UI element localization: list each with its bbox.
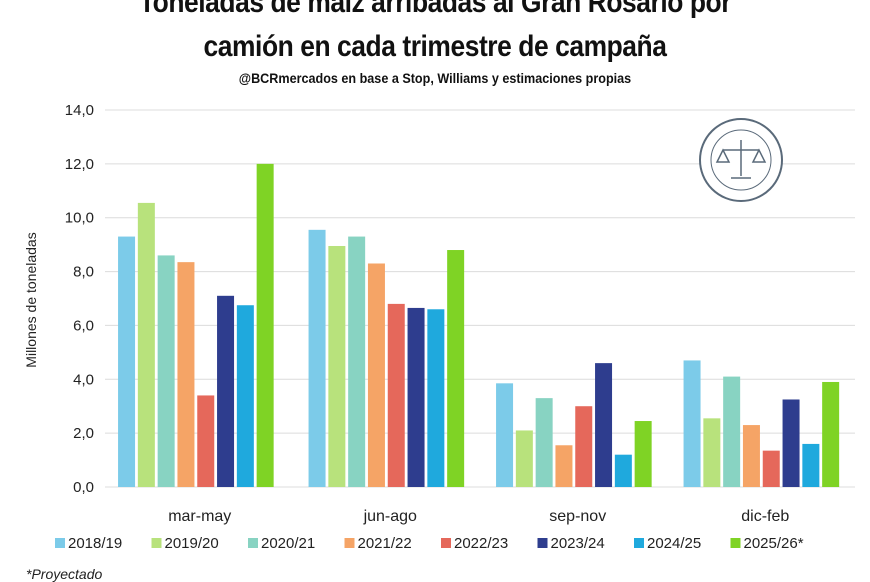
bar-202021-jun-ago [348, 236, 366, 487]
bar-202021-sep-nov [535, 398, 553, 487]
chart-title-line1: Toneladas de maíz arribadas al Gran Rosa… [138, 0, 732, 19]
y-tick-label: 2,0 [73, 425, 94, 442]
bar-202526-sep-nov [634, 421, 652, 487]
bar-201819-sep-nov [496, 383, 514, 487]
bar-202425-sep-nov [614, 454, 632, 487]
x-tick-label: jun-ago [363, 508, 417, 525]
y-tick-label: 6,0 [73, 317, 94, 334]
bar-202324-sep-nov [595, 363, 613, 487]
chart-title-line2: camión en cada trimestre de campaña [203, 30, 667, 63]
bar-202122-jun-ago [367, 263, 385, 487]
bar-201819-dic-feb [683, 360, 701, 487]
y-axis-label: Millones de toneladas [23, 232, 39, 367]
bar-202223-sep-nov [575, 406, 593, 487]
legend-label: 2020/21 [261, 535, 315, 552]
y-tick-label: 12,0 [65, 156, 94, 173]
legend-label: 2021/22 [358, 535, 412, 552]
y-tick-label: 0,0 [73, 479, 94, 496]
bar-202122-dic-feb [742, 425, 760, 487]
bar-201819-jun-ago [308, 229, 326, 487]
bar-201819-mar-may [118, 236, 136, 487]
bar-202223-mar-may [197, 395, 215, 487]
y-tick-label: 4,0 [73, 371, 94, 388]
y-tick-label: 10,0 [65, 210, 94, 227]
legend-swatch [55, 538, 65, 548]
bar-202122-sep-nov [555, 445, 573, 487]
bar-202021-mar-may [157, 255, 175, 487]
bar-201920-dic-feb [703, 418, 721, 487]
bar-202021-dic-feb [723, 376, 741, 487]
y-tick-label: 8,0 [73, 264, 94, 281]
bar-202122-mar-may [177, 262, 195, 487]
y-tick-label: 14,0 [65, 102, 94, 119]
x-tick-label: dic-feb [741, 508, 789, 525]
legend-swatch [537, 538, 548, 548]
footnote: *Proyectado [26, 566, 103, 582]
bar-202425-jun-ago [427, 309, 445, 487]
bar-201920-jun-ago [328, 245, 346, 487]
chart-subtitle: @BCRmercados en base a Stop, Williams y … [238, 70, 632, 86]
bar-202324-mar-may [217, 295, 235, 487]
bar-202223-jun-ago [387, 303, 405, 487]
legend-label: 2025/26* [744, 535, 804, 552]
bcr-logo [699, 118, 783, 202]
legend-swatch [248, 538, 258, 548]
bar-202526-dic-feb [822, 381, 840, 487]
legend-label: 2022/23 [454, 535, 508, 552]
legend-label: 2024/25 [647, 535, 701, 552]
bar-202425-mar-may [236, 305, 254, 487]
bar-201920-mar-may [137, 202, 155, 487]
bar-202526-mar-may [256, 163, 274, 487]
legend-swatch [634, 538, 644, 548]
legend-label: 2019/20 [165, 535, 219, 552]
bar-202324-jun-ago [407, 307, 425, 487]
legend-label: 2023/24 [551, 535, 605, 552]
legend-swatch [344, 538, 355, 548]
legend-swatch [151, 538, 162, 548]
legend-swatch [441, 538, 451, 548]
bar-201920-sep-nov [515, 430, 533, 487]
legend-label: 2018/19 [68, 535, 122, 552]
x-tick-label: mar-may [168, 508, 231, 525]
bar-202324-dic-feb [782, 399, 800, 487]
legend-swatch [730, 538, 741, 548]
bar-202526-jun-ago [447, 250, 465, 487]
bar-202223-dic-feb [762, 450, 780, 487]
bar-202425-dic-feb [802, 443, 820, 487]
x-tick-label: sep-nov [549, 508, 606, 525]
